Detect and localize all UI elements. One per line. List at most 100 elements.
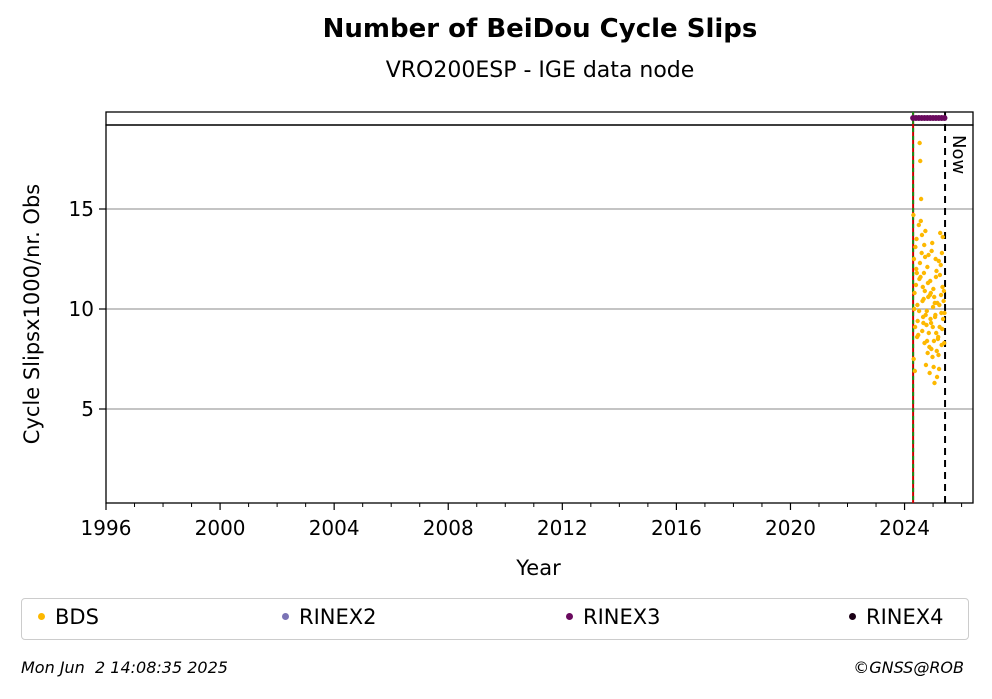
legend-label-rinex2: RINEX2 <box>299 605 377 629</box>
point-bds <box>941 288 947 294</box>
point-bds <box>931 364 936 370</box>
point-bds <box>918 158 923 164</box>
point-bds <box>927 370 932 376</box>
point-bds <box>939 326 945 332</box>
plot-frame <box>105 124 974 504</box>
point-bds <box>925 350 930 356</box>
tick-label-x-2004: 2004 <box>309 516 360 540</box>
point-bds <box>924 322 929 328</box>
point-bds <box>934 330 939 336</box>
point-bds <box>923 228 928 234</box>
tick-label-x-2012: 2012 <box>537 516 588 540</box>
legend-item-rinex2: RINEX2 <box>282 605 377 629</box>
point-bds <box>938 230 943 236</box>
point-bds <box>912 324 918 330</box>
point-bds <box>924 338 930 344</box>
point-bds <box>938 262 943 268</box>
point-bds <box>919 232 925 238</box>
tick-label-x-2000: 2000 <box>195 516 246 540</box>
point-rinex3 <box>941 115 948 121</box>
point-bds <box>930 324 935 330</box>
point-bds <box>923 312 928 318</box>
point-bds <box>941 298 946 304</box>
point-bds <box>928 316 933 322</box>
tick-label-y-15: 15 <box>69 197 94 221</box>
point-bds <box>922 242 927 248</box>
point-bds <box>934 374 940 380</box>
point-bds <box>920 284 926 290</box>
legend: BDS RINEX2 RINEX3 RINEX4 <box>21 598 969 640</box>
point-bds <box>940 284 945 290</box>
legend-item-bds: BDS <box>38 605 99 629</box>
point-bds <box>913 282 919 288</box>
point-bds <box>932 314 938 320</box>
point-bds <box>922 254 928 260</box>
point-bds <box>931 286 936 292</box>
point-bds <box>937 302 942 308</box>
point-bds <box>916 222 922 228</box>
point-bds <box>911 256 917 262</box>
point-bds <box>911 356 916 362</box>
point-bds <box>912 290 917 296</box>
point-bds <box>934 348 939 354</box>
point-bds <box>914 334 920 340</box>
footer-timestamp: Mon Jun 2 14:08:35 2025 <box>21 658 228 677</box>
point-bds <box>936 366 942 372</box>
legend-marker-bds <box>38 612 45 620</box>
point-bds <box>936 258 941 264</box>
point-bds <box>913 244 918 250</box>
legend-item-rinex4: RINEX4 <box>849 605 944 629</box>
point-bds <box>917 140 922 146</box>
point-bds <box>929 248 934 254</box>
point-bds <box>922 288 928 294</box>
point-bds <box>942 310 947 316</box>
point-bds <box>916 308 922 314</box>
point-bds <box>921 296 926 302</box>
point-bds <box>929 346 934 352</box>
point-bds <box>921 320 926 326</box>
point-bds <box>912 306 917 312</box>
point-bds <box>914 236 919 242</box>
point-bds <box>926 330 931 336</box>
point-bds <box>941 340 947 346</box>
point-bds <box>932 380 937 386</box>
point-bds <box>937 272 943 278</box>
tick-label-x-2024: 2024 <box>879 516 930 540</box>
point-bds <box>935 336 941 342</box>
point-bds <box>930 304 936 310</box>
legend-marker-rinex3 <box>566 612 573 620</box>
point-bds <box>914 270 920 276</box>
tick-label-y-10: 10 <box>69 297 94 321</box>
point-bds <box>930 354 935 360</box>
point-bds <box>921 270 927 276</box>
point-bds <box>917 260 923 266</box>
legend-item-rinex3: RINEX3 <box>566 605 661 629</box>
y-axis-label: Cycle Slipsx1000/nr. Obs <box>20 184 44 444</box>
footer-credit: ©GNSS@ROB <box>853 658 964 677</box>
now-label: Now <box>948 135 969 174</box>
point-bds <box>924 308 929 314</box>
chart-subtitle: VRO200ESP - IGE data node <box>385 58 695 83</box>
point-bds <box>914 266 919 272</box>
point-bds <box>938 292 944 298</box>
point-bds <box>912 368 918 374</box>
rinex-strip <box>105 111 974 126</box>
point-bds <box>925 280 931 286</box>
point-bds <box>932 300 937 306</box>
point-bds <box>933 256 938 262</box>
point-bds <box>925 264 930 270</box>
chart-title: Number of BeiDou Cycle Slips <box>322 14 758 44</box>
tick-label-x-2016: 2016 <box>651 516 702 540</box>
point-bds <box>918 218 924 224</box>
tick-label-x-1996: 1996 <box>81 516 132 540</box>
tick-label-x-2020: 2020 <box>765 516 816 540</box>
point-bds <box>915 318 920 324</box>
point-bds <box>934 268 939 274</box>
point-bds <box>939 250 945 256</box>
point-bds <box>915 302 920 308</box>
point-bds <box>940 234 945 240</box>
point-bds <box>939 310 944 316</box>
point-bds <box>918 274 923 280</box>
legend-marker-rinex2 <box>282 612 289 620</box>
